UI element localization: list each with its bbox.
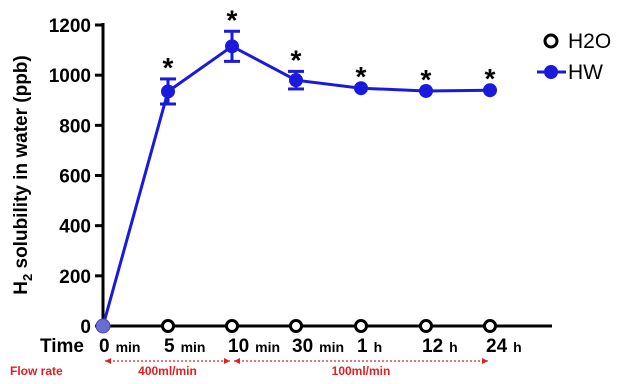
h2o-point <box>161 319 175 333</box>
hw-point <box>161 84 175 99</box>
x-tick-number: 0 <box>99 336 110 357</box>
h2o-point <box>225 319 239 333</box>
series-layer: * * * * * * <box>95 4 497 334</box>
x-tick-label: 24 h <box>486 336 522 357</box>
h2o-point <box>419 319 433 333</box>
significance-asterisk: * <box>163 52 174 83</box>
significance-asterisk: * <box>421 64 432 95</box>
hw-point <box>289 73 303 88</box>
y-tick-label: 600 <box>59 167 91 188</box>
y-tick-label: 1000 <box>49 66 91 87</box>
hw-point <box>225 39 239 54</box>
x-tick-label: 10 min <box>228 336 280 357</box>
x-tick-label: 12 h <box>422 336 458 357</box>
significance-asterisk: * <box>291 44 302 75</box>
x-tick-label: 0 min <box>99 336 140 357</box>
legend: H2O HW <box>537 30 611 84</box>
flow-rate-segment-label: 400ml/min <box>138 364 197 378</box>
x-tick-unit: min <box>255 339 280 355</box>
y-tick-label: 400 <box>59 217 91 238</box>
x-tick-unit: h <box>374 339 383 355</box>
x-tick-label: 5 min <box>164 336 205 357</box>
legend-label-hw: HW <box>568 61 603 84</box>
x-tick-number: 12 <box>422 336 443 357</box>
flow-rate-label: Flow rate <box>10 364 63 378</box>
h2o-point <box>354 319 368 333</box>
flow-rate-annotation: Flow rate 400ml/min 100ml/min <box>10 358 488 378</box>
h2o-point <box>289 319 303 333</box>
x-axis-title: Time <box>40 336 84 357</box>
x-tick-unit: min <box>181 339 206 355</box>
y-tick-label: 800 <box>59 116 91 137</box>
legend-label-h2o: H2O <box>568 30 611 53</box>
x-tick-unit: min <box>319 339 344 355</box>
x-tick-unit: h <box>449 339 458 355</box>
x-tick-number: 24 <box>486 336 508 357</box>
h2o-point <box>483 319 497 333</box>
flow-rate-segment-label: 100ml/min <box>332 364 391 378</box>
legend-marker-hw <box>544 65 558 79</box>
significance-asterisk: * <box>227 4 238 35</box>
x-tick-number: 1 <box>357 336 368 357</box>
x-tick-number: 10 <box>228 336 249 357</box>
hw-point <box>354 81 368 96</box>
x-tick-label: 30 min <box>292 336 344 357</box>
y-tick-label: 1200 <box>49 16 91 37</box>
y-tick-label: 200 <box>59 267 91 288</box>
hw-point <box>95 318 111 334</box>
hw-point <box>419 83 433 98</box>
x-tick-number: 5 <box>164 336 175 357</box>
significance-asterisk: * <box>356 61 367 92</box>
y-tick-label: 0 <box>80 317 91 338</box>
x-tick-unit: min <box>116 339 141 355</box>
x-tick-unit: h <box>513 339 522 355</box>
legend-marker-h2o <box>543 33 559 49</box>
significance-asterisk: * <box>485 63 496 94</box>
y-axis-title: H2 solubility in water (ppb) <box>11 55 35 294</box>
hw-point <box>483 83 497 98</box>
x-tick-number: 30 <box>292 336 313 357</box>
